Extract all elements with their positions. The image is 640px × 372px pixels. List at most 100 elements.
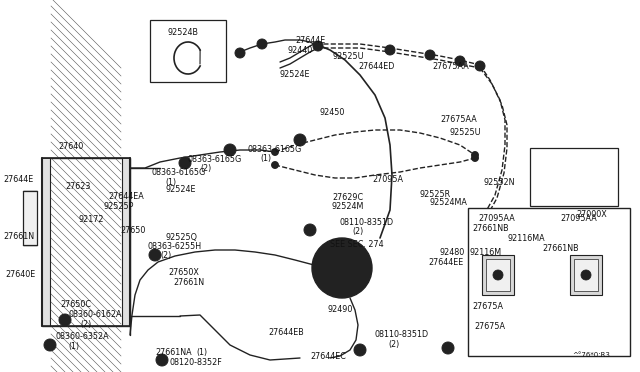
Text: (1): (1) (165, 178, 176, 187)
Circle shape (333, 259, 351, 277)
Text: (2): (2) (388, 340, 399, 349)
Text: S: S (228, 148, 232, 153)
Bar (468, 208, 630, 356)
Circle shape (179, 157, 191, 169)
Text: 92552N: 92552N (484, 178, 515, 187)
Text: S: S (63, 317, 67, 323)
Text: 92524E: 92524E (165, 185, 195, 194)
Text: 08360-6162A: 08360-6162A (68, 310, 122, 319)
Circle shape (323, 248, 362, 288)
Bar (23, 191, 37, 245)
Circle shape (313, 41, 323, 51)
Text: 27644E: 27644E (295, 36, 325, 45)
Text: (1): (1) (196, 348, 207, 357)
Circle shape (428, 52, 433, 58)
Circle shape (271, 161, 278, 169)
Text: 08120-8352F: 08120-8352F (170, 358, 223, 367)
Text: 27675A: 27675A (474, 322, 505, 331)
Text: 92524MA: 92524MA (430, 198, 468, 207)
Text: 92524M: 92524M (332, 202, 364, 211)
Circle shape (472, 154, 479, 161)
Text: 27661NA: 27661NA (155, 348, 191, 357)
Text: (1): (1) (68, 342, 79, 351)
Text: ^°76*0:R3: ^°76*0:R3 (572, 352, 610, 358)
Circle shape (581, 270, 591, 280)
Circle shape (273, 150, 276, 154)
Circle shape (235, 48, 245, 58)
Circle shape (257, 39, 267, 49)
Text: (2): (2) (200, 164, 211, 173)
Text: 27095AA: 27095AA (560, 214, 596, 223)
Text: 08363-6255H: 08363-6255H (148, 242, 202, 251)
Circle shape (473, 153, 477, 157)
Circle shape (473, 156, 477, 160)
Circle shape (156, 354, 168, 366)
Text: (2): (2) (160, 251, 172, 260)
Text: 08363-6165G: 08363-6165G (188, 155, 243, 164)
Text: 08363-6165G: 08363-6165G (248, 145, 302, 154)
Text: 27661NB: 27661NB (542, 244, 579, 253)
Circle shape (259, 42, 264, 46)
Circle shape (458, 58, 463, 64)
Bar (574, 259, 598, 291)
Text: 27661N: 27661N (3, 232, 34, 241)
Text: B: B (358, 347, 362, 353)
Circle shape (472, 151, 479, 158)
Text: 27675AA: 27675AA (440, 115, 477, 124)
Text: 27644E: 27644E (3, 175, 33, 184)
Text: 92525U: 92525U (333, 52, 365, 61)
Circle shape (271, 148, 278, 155)
Circle shape (477, 64, 483, 68)
Circle shape (304, 224, 316, 236)
Text: 27644EE: 27644EE (428, 258, 463, 267)
Circle shape (455, 56, 465, 66)
Circle shape (273, 163, 276, 167)
Text: 92525R: 92525R (420, 190, 451, 199)
Text: 27650: 27650 (120, 226, 145, 235)
Text: (1): (1) (260, 154, 271, 163)
Text: 92524E: 92524E (280, 70, 310, 79)
Bar (42, 158, 50, 326)
Text: 27623: 27623 (65, 182, 90, 191)
Text: 08110-8351D: 08110-8351D (375, 330, 429, 339)
Text: 27095AA: 27095AA (478, 214, 515, 223)
Circle shape (442, 342, 454, 354)
Circle shape (475, 61, 485, 71)
Bar (486, 259, 510, 291)
Circle shape (224, 144, 236, 156)
Text: 92450: 92450 (320, 108, 346, 117)
Text: 27000X: 27000X (576, 210, 607, 219)
Text: 27644EB: 27644EB (268, 328, 304, 337)
Text: 27650X: 27650X (168, 268, 199, 277)
Text: (2): (2) (352, 227, 364, 236)
Text: S: S (298, 138, 302, 142)
Text: 92172: 92172 (78, 215, 104, 224)
Text: 27675AA: 27675AA (432, 62, 468, 71)
Text: B: B (445, 346, 451, 350)
Text: 27095A: 27095A (372, 175, 403, 184)
Text: SEE SEC. 274: SEE SEC. 274 (330, 240, 383, 249)
Text: 08110-8351D: 08110-8351D (340, 218, 394, 227)
Bar (150, 20, 226, 82)
Text: 92525Q: 92525Q (165, 233, 197, 242)
Text: 27629C: 27629C (332, 193, 363, 202)
Circle shape (316, 44, 321, 48)
Text: B: B (159, 357, 164, 362)
Circle shape (312, 238, 372, 298)
Text: S: S (182, 160, 188, 166)
Text: 08363-6165G: 08363-6165G (152, 168, 206, 177)
Circle shape (59, 314, 71, 326)
Text: 27661NB: 27661NB (472, 224, 509, 233)
Bar (42, 158, 130, 326)
Circle shape (387, 48, 392, 52)
Text: 92490: 92490 (328, 305, 353, 314)
Text: 92440: 92440 (288, 46, 313, 55)
Text: 27644EA: 27644EA (108, 192, 144, 201)
Text: 92525P: 92525P (103, 202, 133, 211)
Bar (570, 255, 602, 295)
Circle shape (237, 51, 243, 55)
Text: 92524B: 92524B (168, 28, 199, 37)
Text: B: B (308, 228, 312, 232)
Text: S: S (153, 253, 157, 257)
Circle shape (294, 134, 306, 146)
